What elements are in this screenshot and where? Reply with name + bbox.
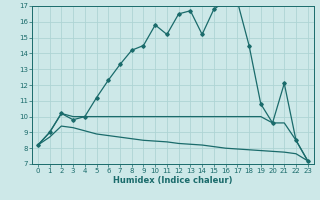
X-axis label: Humidex (Indice chaleur): Humidex (Indice chaleur): [113, 176, 233, 185]
